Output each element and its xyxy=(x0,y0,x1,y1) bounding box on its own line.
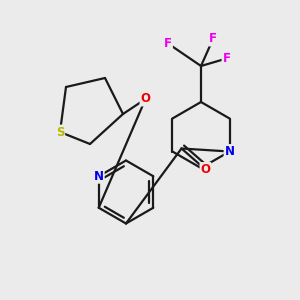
Text: F: F xyxy=(164,37,172,50)
Text: O: O xyxy=(140,92,151,106)
Text: N: N xyxy=(94,170,104,183)
Text: F: F xyxy=(209,32,217,46)
Text: N: N xyxy=(225,145,235,158)
Text: S: S xyxy=(56,125,64,139)
Text: O: O xyxy=(200,163,211,176)
Text: F: F xyxy=(223,52,230,65)
